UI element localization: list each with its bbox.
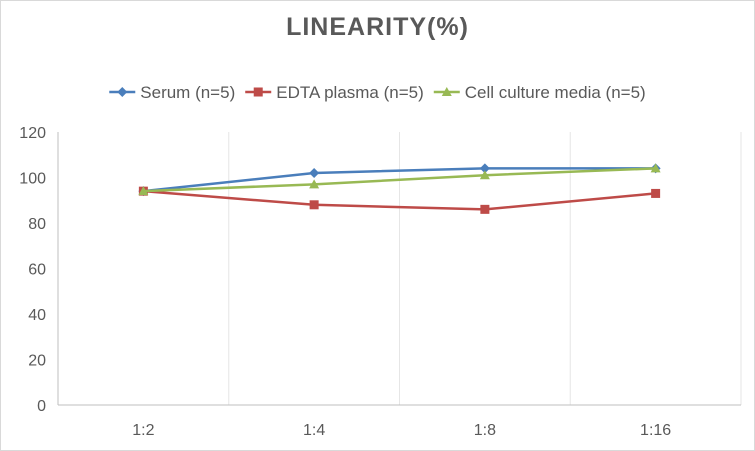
- y-tick-label: 100: [19, 171, 46, 188]
- data-point: [309, 200, 319, 210]
- y-tick-label: 20: [28, 353, 46, 370]
- legend-item: Serum (n=5): [109, 83, 235, 102]
- legend-label: EDTA plasma (n=5): [276, 83, 424, 102]
- data-point: [480, 204, 490, 214]
- legend-item: Cell culture media (n=5): [433, 83, 646, 102]
- series-layer: [138, 163, 661, 214]
- chart-title: LINEARITY(%): [286, 13, 469, 41]
- y-tick-label: 40: [28, 307, 46, 324]
- legend-marker: [253, 87, 263, 97]
- x-tick-label: 1:16: [640, 422, 671, 439]
- series-line: [143, 167, 656, 193]
- y-tick-label: 60: [28, 262, 46, 279]
- series-line: [143, 189, 656, 211]
- series-3: [138, 163, 661, 196]
- legend-marker: [117, 87, 128, 97]
- y-tick-label: 80: [28, 216, 46, 233]
- data-point: [138, 186, 149, 196]
- series-line: [143, 167, 656, 193]
- data-point: [309, 167, 320, 178]
- x-tick-label: 1:2: [132, 422, 154, 439]
- legend-label: Cell culture media (n=5): [465, 83, 646, 102]
- legend: Serum (n=5) EDTA plasma (n=5) Cell culture…: [109, 83, 646, 102]
- axis-layer: 0 20 40 60 80 100 120 1:2 1:4 1:8 1:16: [19, 125, 741, 439]
- legend-item: EDTA plasma (n=5): [245, 83, 424, 102]
- x-tick-label: 1:4: [303, 422, 325, 439]
- y-tick-label: 120: [19, 125, 46, 142]
- x-tick-label: 1:8: [474, 422, 496, 439]
- y-tick-label: 0: [37, 398, 46, 415]
- legend-label: Serum (n=5): [140, 83, 235, 102]
- grid-layer: [228, 132, 742, 405]
- data-point: [479, 163, 490, 174]
- data-point: [650, 163, 661, 173]
- data-point: [479, 170, 490, 180]
- legend-marker: [441, 87, 452, 96]
- data-point: [309, 179, 320, 189]
- data-point: [651, 188, 661, 198]
